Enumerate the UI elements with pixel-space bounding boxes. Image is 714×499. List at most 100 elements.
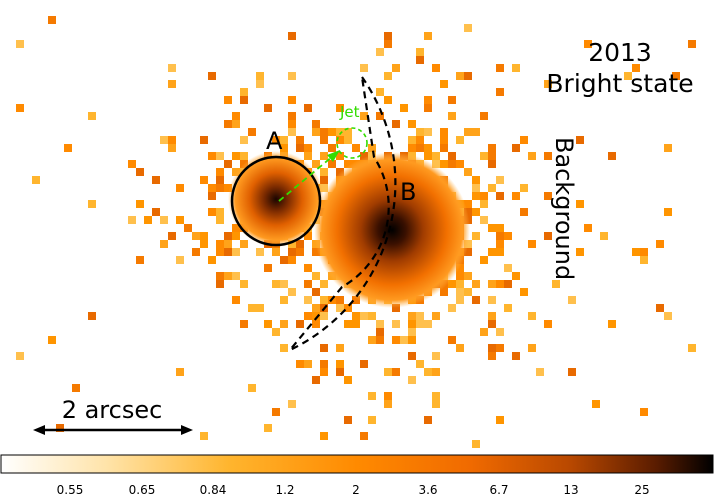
photon-pixel	[520, 184, 528, 192]
photon-pixel	[520, 288, 528, 296]
photon-pixel	[504, 304, 512, 312]
photon-pixel	[480, 328, 488, 336]
photon-pixel	[640, 408, 648, 416]
photon-pixel	[176, 216, 184, 224]
photon-pixel	[280, 320, 288, 328]
photon-pixel	[400, 104, 408, 112]
photon-pixel	[432, 160, 440, 168]
photon-pixel	[160, 216, 168, 224]
photon-pixel	[360, 152, 368, 160]
photon-pixel	[408, 352, 416, 360]
photon-pixel	[168, 64, 176, 72]
photon-pixel	[472, 176, 480, 184]
photon-pixel	[16, 352, 24, 360]
photon-pixel	[64, 144, 72, 152]
photon-pixel	[440, 136, 448, 144]
colorbar-tick: 25	[634, 483, 649, 497]
photon-pixel	[440, 160, 448, 168]
photon-pixel	[496, 248, 504, 256]
photon-pixel	[256, 80, 264, 88]
photon-pixel	[464, 168, 472, 176]
photon-pixel	[488, 280, 496, 288]
photon-pixel	[208, 208, 216, 216]
photon-pixel	[248, 384, 256, 392]
photon-pixel	[496, 192, 504, 200]
photon-pixel	[448, 112, 456, 120]
photon-pixel	[472, 440, 480, 448]
photon-pixel	[512, 272, 520, 280]
photon-pixel	[288, 96, 296, 104]
photon-pixel	[624, 72, 632, 80]
photon-pixel	[488, 352, 496, 360]
photon-pixel	[496, 224, 504, 232]
photon-pixel	[600, 232, 608, 240]
photon-pixel	[416, 320, 424, 328]
photon-pixel	[640, 256, 648, 264]
photon-pixel	[432, 352, 440, 360]
photon-pixel	[488, 312, 496, 320]
scale-bar-label: 2 arcsec	[62, 396, 163, 424]
photon-pixel	[448, 96, 456, 104]
photon-pixel	[312, 312, 320, 320]
photon-pixel	[472, 208, 480, 216]
photon-pixel	[544, 320, 552, 328]
photon-pixel	[392, 304, 400, 312]
photon-pixel	[488, 144, 496, 152]
photon-pixel	[320, 184, 328, 192]
photon-pixel	[480, 112, 488, 120]
photon-pixel	[336, 344, 344, 352]
photon-pixel	[480, 256, 488, 264]
title-year: 2013	[588, 38, 652, 67]
photon-pixel	[320, 296, 328, 304]
photon-pixel	[176, 256, 184, 264]
photon-pixel	[224, 160, 232, 168]
photon-pixel	[608, 320, 616, 328]
photon-pixel	[384, 72, 392, 80]
photon-pixel	[224, 184, 232, 192]
photon-pixel	[208, 152, 216, 160]
photon-pixel	[216, 184, 224, 192]
photon-pixel	[232, 232, 240, 240]
photon-pixel	[88, 112, 96, 120]
photon-pixel	[424, 32, 432, 40]
photon-pixel	[16, 40, 24, 48]
photon-pixel	[488, 160, 496, 168]
photon-pixel	[224, 120, 232, 128]
photon-pixel	[432, 152, 440, 160]
photon-pixel	[456, 296, 464, 304]
photon-pixel	[504, 264, 512, 272]
photon-pixel	[432, 64, 440, 72]
photon-pixel	[576, 200, 584, 208]
photon-pixel	[216, 248, 224, 256]
photon-pixel	[544, 152, 552, 160]
photon-pixel	[416, 312, 424, 320]
photon-pixel	[224, 248, 232, 256]
photon-pixel	[384, 392, 392, 400]
title-state: Bright state	[546, 69, 693, 98]
photon-pixel	[320, 312, 328, 320]
photon-pixel	[416, 48, 424, 56]
photon-pixel	[472, 192, 480, 200]
photon-pixel	[472, 128, 480, 136]
photon-pixel	[528, 312, 536, 320]
photon-pixel	[424, 416, 432, 424]
photon-pixel	[488, 224, 496, 232]
scale-bar-left-arrow	[33, 425, 45, 435]
colorbar-tick: 3.6	[418, 483, 437, 497]
photon-pixel	[288, 288, 296, 296]
photon-pixel	[192, 232, 200, 240]
photon-pixel	[544, 232, 552, 240]
photon-pixel	[288, 32, 296, 40]
photon-pixel	[272, 408, 280, 416]
photon-pixel	[664, 208, 672, 216]
photon-pixel	[256, 304, 264, 312]
photon-pixel	[240, 240, 248, 248]
label-a: A	[266, 127, 283, 155]
photon-pixel	[352, 296, 360, 304]
photon-pixel	[456, 72, 464, 80]
photon-pixel	[424, 368, 432, 376]
photon-pixel	[144, 216, 152, 224]
photon-pixel	[280, 256, 288, 264]
photon-pixel	[336, 296, 344, 304]
